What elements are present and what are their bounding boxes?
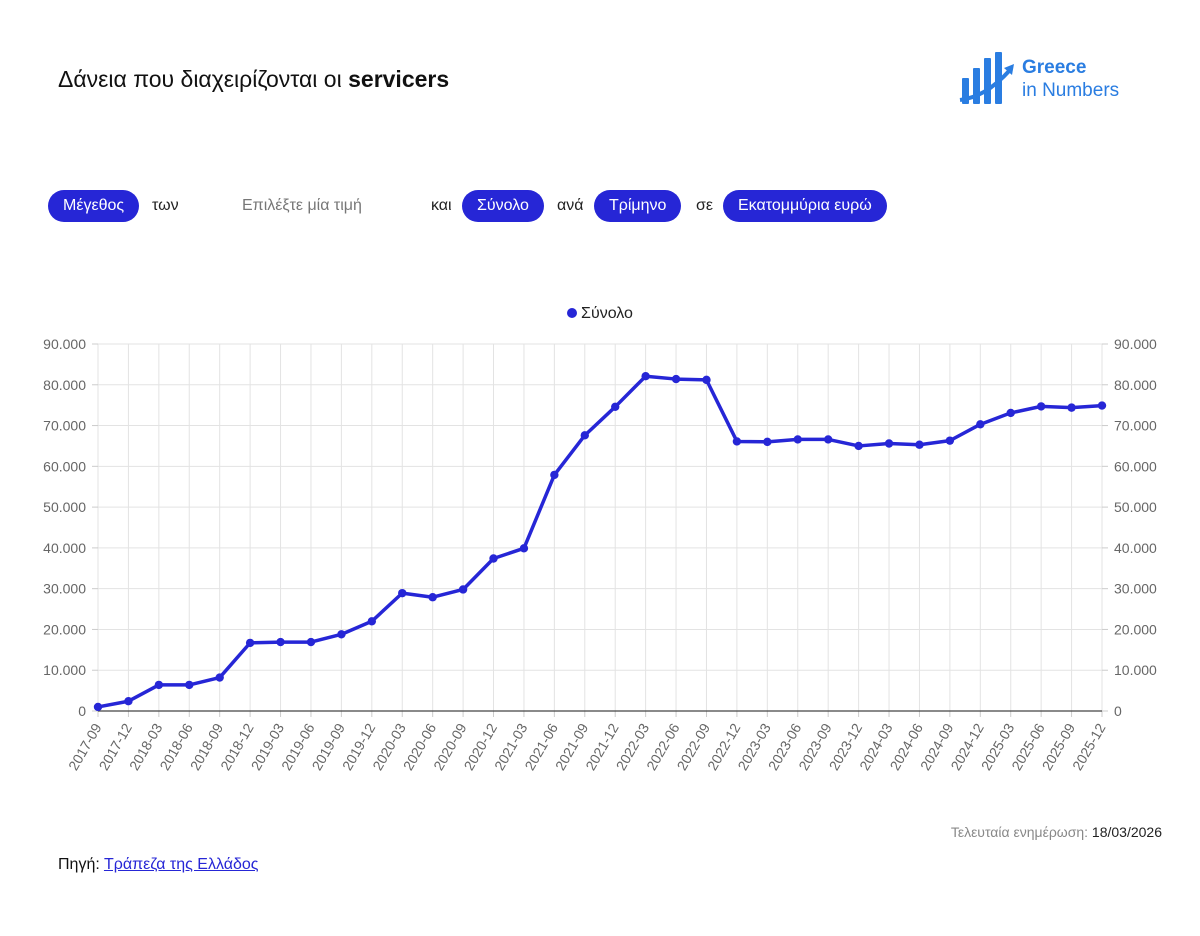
- logo-line1: Greece: [1022, 57, 1087, 78]
- value-select[interactable]: Επιλέξτε μία τιμή: [242, 197, 362, 214]
- y-tick-label-left: 0: [78, 703, 86, 719]
- series-points: [93, 372, 1107, 712]
- data-point[interactable]: [550, 470, 559, 480]
- chart-legend[interactable]: Σύνολο: [0, 305, 1200, 323]
- data-point[interactable]: [732, 437, 742, 446]
- data-point[interactable]: [1097, 401, 1107, 410]
- legend-dot-icon: [567, 308, 578, 318]
- source-label: Πηγή:: [58, 856, 100, 873]
- data-point[interactable]: [763, 437, 772, 447]
- logo-line2: in Numbers: [1022, 80, 1120, 101]
- word-in: σε: [696, 197, 714, 214]
- y-tick-label-right: 50.000: [1114, 499, 1157, 515]
- data-point[interactable]: [884, 439, 894, 448]
- word-of: των: [152, 197, 179, 214]
- data-point[interactable]: [93, 702, 103, 712]
- source-link[interactable]: Τράπεζα της Ελλάδος: [103, 856, 259, 873]
- aggregate-pill[interactable]: Σύνολο: [462, 190, 544, 222]
- data-point[interactable]: [1067, 403, 1076, 412]
- data-point[interactable]: [976, 420, 985, 429]
- word-per: ανά: [557, 197, 584, 214]
- y-axis-left: 0 10.000 20.000 30.000 40.000 50.000 60.000 70.…: [43, 336, 98, 719]
- data-point[interactable]: [276, 637, 285, 647]
- data-point[interactable]: [367, 617, 377, 626]
- data-point[interactable]: [641, 372, 650, 381]
- y-tick-label-left: 30.000: [43, 581, 86, 597]
- data-point[interactable]: [489, 554, 498, 563]
- y-tick-label-right: 90.000: [1114, 336, 1157, 352]
- data-point[interactable]: [154, 680, 164, 690]
- y-tick-label-right: 0: [1114, 703, 1122, 719]
- measure-pill[interactable]: Μέγεθος: [48, 190, 140, 222]
- y-tick-label-right: 10.000: [1114, 662, 1157, 678]
- y-tick-label-right: 70.000: [1114, 418, 1157, 434]
- last-updated: Τελευταία ενημέρωση: 18/03/2026: [951, 824, 1162, 840]
- data-point[interactable]: [854, 441, 863, 451]
- y-tick-label-right: 40.000: [1114, 540, 1157, 556]
- data-point[interactable]: [185, 680, 194, 690]
- y-tick-label-right: 30.000: [1114, 581, 1157, 597]
- data-point[interactable]: [306, 637, 316, 647]
- y-tick-label-left: 40.000: [43, 540, 86, 556]
- period-pill[interactable]: Τρίμηνο: [594, 190, 682, 222]
- y-tick-label-right: 60.000: [1114, 458, 1157, 474]
- y-tick-label-left: 60.000: [43, 458, 86, 474]
- y-tick-label-left: 10.000: [43, 662, 86, 678]
- series-line: [97, 374, 1103, 709]
- y-tick-label-left: 20.000: [43, 621, 86, 637]
- data-point[interactable]: [580, 431, 589, 440]
- word-and: και: [431, 197, 452, 214]
- page-title: Δάνεια που διαχειρίζονται οι servicers: [58, 66, 449, 93]
- logo-text: Greece in Numbers: [1022, 56, 1119, 102]
- title-prefix: Δάνεια που διαχειρίζονται οι: [58, 66, 349, 92]
- x-axis: 2017-092017-122018-032018-062018-092018-…: [65, 710, 1109, 773]
- data-point[interactable]: [428, 593, 437, 602]
- data-point[interactable]: [458, 585, 468, 594]
- logo-bars-icon: [959, 52, 1014, 104]
- source: Πηγή: Τράπεζα της Ελλάδος: [58, 856, 259, 874]
- data-point[interactable]: [215, 673, 224, 682]
- unit-pill[interactable]: Εκατομμύρια ευρώ: [723, 190, 887, 222]
- data-point[interactable]: [124, 697, 133, 706]
- data-point[interactable]: [519, 544, 529, 553]
- y-axis-right: 0 10.000 20.000 30.000 40.000 50.000 60.000 70.…: [1102, 336, 1157, 719]
- updated-value: 18/03/2026: [1091, 824, 1162, 840]
- data-point[interactable]: [245, 638, 255, 648]
- data-point[interactable]: [823, 435, 833, 444]
- legend-label: Σύνολο: [581, 305, 633, 322]
- data-point[interactable]: [337, 630, 346, 639]
- data-point[interactable]: [915, 440, 924, 449]
- data-point[interactable]: [611, 402, 620, 411]
- data-point[interactable]: [1006, 408, 1015, 418]
- y-tick-label-left: 80.000: [43, 377, 86, 393]
- y-tick-label-left: 90.000: [43, 336, 86, 352]
- data-point[interactable]: [671, 374, 681, 384]
- data-point[interactable]: [398, 588, 407, 598]
- y-tick-label-right: 80.000: [1114, 377, 1157, 393]
- logo[interactable]: Greece in Numbers: [958, 50, 1148, 112]
- y-tick-label-left: 70.000: [43, 418, 86, 434]
- title-bold: servicers: [348, 66, 450, 92]
- line-chart: 0 10.000 20.000 30.000 40.000 50.000 60.000 70.…: [43, 336, 1157, 773]
- data-point[interactable]: [702, 375, 711, 385]
- chart-grid: [97, 343, 1103, 712]
- updated-label: Τελευταία ενημέρωση:: [950, 824, 1089, 840]
- y-tick-label-left: 50.000: [43, 499, 86, 515]
- data-point[interactable]: [945, 436, 955, 445]
- data-point[interactable]: [793, 435, 802, 444]
- y-tick-label-right: 20.000: [1114, 621, 1157, 637]
- data-point[interactable]: [1036, 402, 1046, 411]
